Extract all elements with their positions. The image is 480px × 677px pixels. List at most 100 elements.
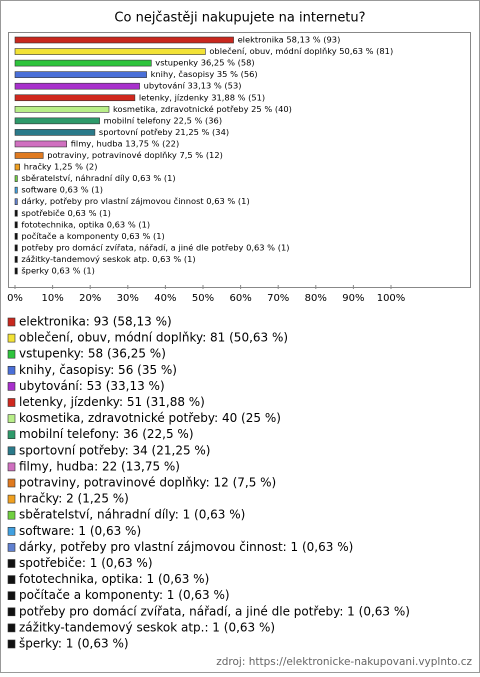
x-tick-label: 60% [229, 293, 251, 304]
legend-label: vstupenky: 58 (36,25 %) [19, 347, 166, 361]
legend-label: dárky, potřeby pro vlastní zájmovou činn… [19, 540, 353, 554]
x-tick-label: 100% [377, 293, 406, 304]
legend-label: sběratelství, náhradní díly: 1 (0,63 %) [19, 508, 245, 522]
x-tick-label: 90% [342, 293, 364, 304]
legend-swatch [7, 623, 16, 633]
legend-swatch [7, 639, 16, 649]
x-tick-label: 70% [267, 293, 289, 304]
data-label: šperky 0,63 % (1) [21, 266, 95, 276]
data-label: letenky, jízdenky 31,88 % (51) [139, 92, 265, 102]
legend-swatch [7, 462, 16, 472]
legend-swatch [7, 365, 16, 375]
legend-label: fototechnika, optika: 1 (0,63 %) [19, 572, 209, 586]
bar [14, 94, 136, 102]
bar [14, 59, 152, 67]
legend-swatch [7, 607, 16, 617]
bar [14, 244, 18, 252]
legend-swatch [7, 446, 16, 456]
legend-swatch [7, 559, 16, 568]
legend-swatch [7, 414, 16, 423]
chart-title: Co nejčastěji nakupujete na internetu? [114, 11, 365, 26]
legend-label: elektronika: 93 (58,13 %) [19, 315, 172, 329]
bar [14, 82, 140, 90]
legend-swatch [7, 398, 16, 407]
data-label: potřeby pro domácí zvířata, nářadí, a ji… [21, 242, 289, 252]
bar [14, 36, 234, 44]
legend-swatch [7, 333, 16, 343]
legend-label: software: 1 (0,63 %) [19, 524, 141, 538]
legend-swatch [7, 526, 16, 536]
data-label: fototechnika, optika 0,63 % (1) [21, 219, 150, 229]
bar [14, 140, 68, 148]
legend-swatch [7, 543, 16, 552]
data-label: potraviny, potravinové doplňky 7,5 % (12… [47, 150, 223, 160]
legend-label: oblečení, obuv, módní doplňky: 81 (50,63… [19, 331, 288, 345]
legend-swatch [7, 510, 16, 520]
data-label: počítače a komponenty 0,63 % (1) [21, 231, 164, 241]
bar [14, 152, 44, 159]
legend-label: knihy, časopisy: 56 (35 %) [19, 363, 177, 377]
legend-label: sportovní potřeby: 34 (21,25 %) [19, 443, 210, 457]
legend-label: ubytování: 53 (33,13 %) [19, 379, 165, 393]
data-label: oblečení, obuv, módní doplňky 50,63 % (8… [209, 46, 393, 56]
bar [14, 117, 100, 125]
legend-swatch [7, 349, 16, 359]
legend-label: šperky: 1 (0,63 %) [19, 637, 129, 651]
bar [14, 209, 18, 217]
legend-label: hračky: 2 (1,25 %) [19, 492, 129, 506]
data-label: dárky, potřeby pro vlastní zájmovou činn… [21, 196, 249, 206]
bar [14, 163, 20, 171]
data-label: filmy, hudba 13,75 % (22) [71, 138, 180, 148]
x-tick-label: 80% [305, 293, 327, 304]
data-label: software 0,63 % (1) [21, 185, 103, 195]
legend-label: potraviny, potravinové doplňky: 12 (7,5 … [19, 476, 276, 490]
data-label: kosmetika, zdravotnické potřeby 25 % (40… [113, 104, 292, 114]
bar [14, 106, 110, 113]
x-tick-label: 0% [7, 293, 23, 304]
x-tick-label: 30% [117, 293, 139, 304]
x-tick-label: 40% [154, 293, 176, 304]
data-label: vstupenky 36,25 % (58) [155, 58, 254, 68]
legend-swatch [7, 591, 16, 601]
bar [14, 186, 18, 194]
bar [14, 175, 18, 182]
data-label: knihy, časopisy 35 % (56) [151, 69, 258, 79]
bar [14, 71, 147, 78]
legend-swatch [7, 575, 16, 584]
source: zdroj: https://elektronicke-nakupovani.v… [216, 656, 472, 668]
legend-swatch [7, 494, 16, 504]
data-label: elektronika 58,13 % (93) [238, 35, 341, 45]
bar [14, 198, 18, 205]
data-label: sběratelství, náhradní díly 0,63 % (1) [21, 173, 175, 183]
legend-label: letenky, jízdenky: 51 (31,88 %) [19, 395, 205, 409]
legend-swatch [7, 430, 16, 440]
bar [14, 48, 206, 55]
x-tick-label: 20% [79, 293, 101, 304]
x-tick-label: 50% [192, 293, 214, 304]
bar [14, 267, 18, 275]
legend-label: spotřebiče: 1 (0,63 %) [19, 556, 153, 570]
x-tick-label: 10% [41, 293, 63, 304]
data-label: zážitky-tandemový seskok atp. 0,63 % (1) [21, 254, 195, 264]
legend-label: zážitky-tandemový seskok atp.: 1 (0,63 %… [19, 620, 275, 634]
legend-label: kosmetika, zdravotnické potřeby: 40 (25 … [19, 411, 281, 425]
data-label: hračky 1,25 % (2) [24, 162, 98, 172]
legend-swatch [7, 382, 16, 391]
bar [14, 256, 18, 263]
data-label: mobilní telefony 22,5 % (36) [104, 115, 222, 125]
legend-swatch [7, 317, 16, 327]
data-label: spotřebiče 0,63 % (1) [21, 208, 111, 218]
legend-label: počítače a komponenty: 1 (0,63 %) [19, 588, 230, 602]
bar [14, 233, 18, 240]
bar [14, 129, 96, 136]
legend-label: mobilní telefony: 36 (22,5 %) [19, 427, 194, 441]
legend-label: potřeby pro domácí zvířata, nářadí, a ji… [19, 604, 410, 618]
bar [14, 221, 18, 229]
legend-swatch [7, 478, 16, 488]
plot-frame [8, 32, 471, 288]
legend-label: filmy, hudba: 22 (13,75 %) [19, 459, 180, 473]
data-label: ubytování 33,13 % (53) [144, 81, 242, 91]
data-label: sportovní potřeby 21,25 % (34) [99, 127, 229, 137]
